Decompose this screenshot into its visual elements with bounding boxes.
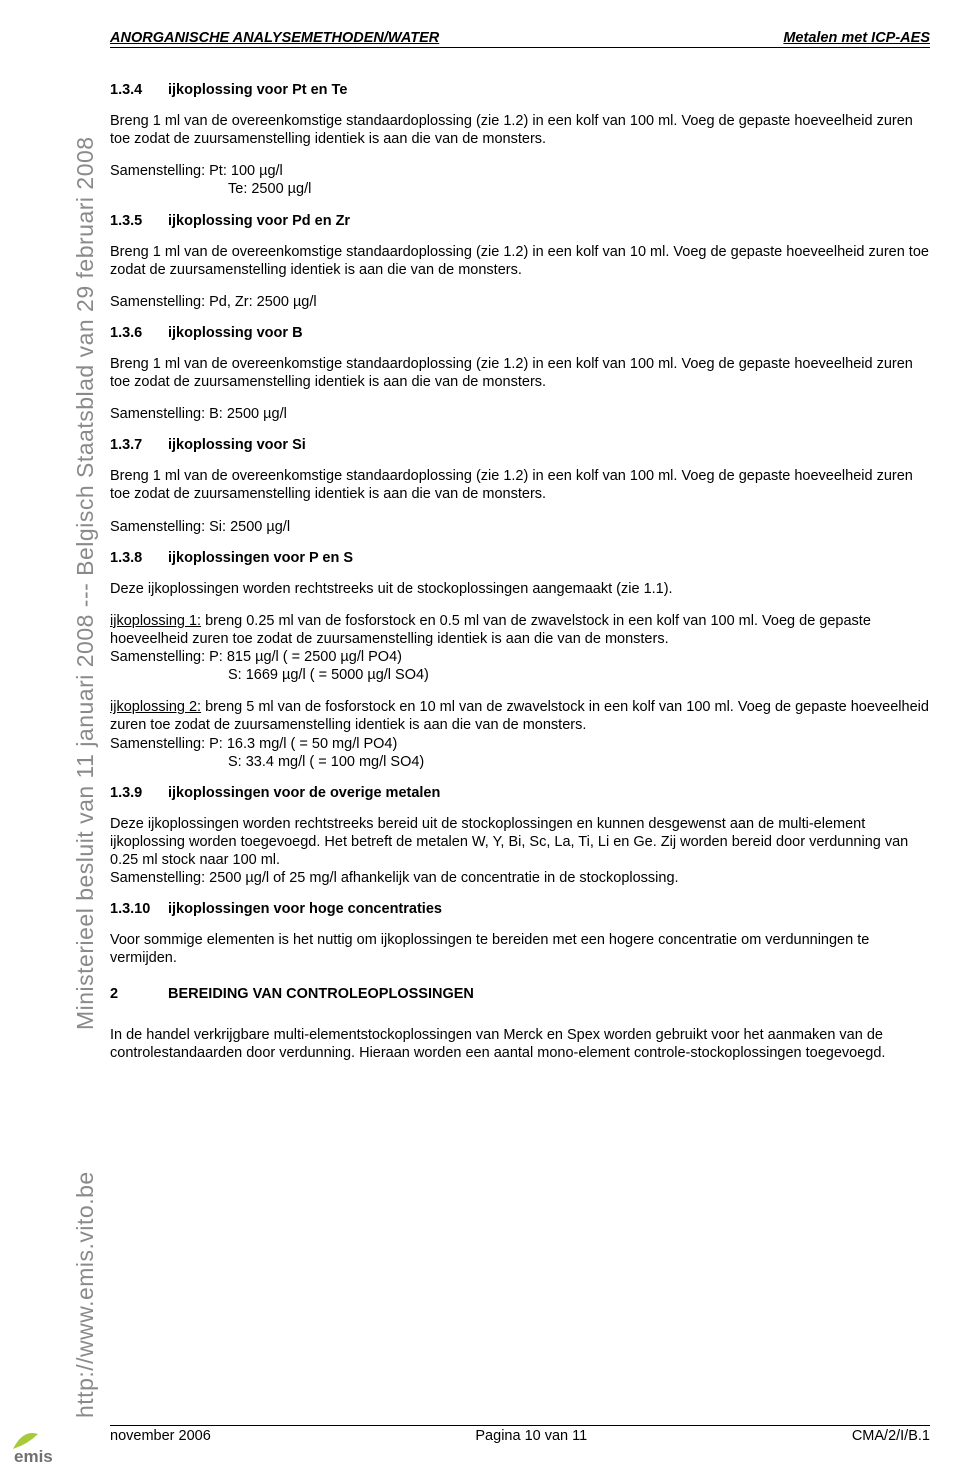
heading-num: 1.3.7 [110, 437, 168, 453]
paragraph: S: 33.4 mg/l ( = 100 mg/l SO4) [110, 753, 930, 771]
svg-text:emis: emis [14, 1447, 53, 1464]
paragraph: Breng 1 ml van de overeenkomstige standa… [110, 467, 930, 503]
heading-1-3-10: 1.3.10ijkoplossingen voor hoge concentra… [110, 901, 930, 917]
heading-num: 1.3.9 [110, 785, 168, 801]
sidebar-decree-text: Ministerieel besluit van 11 januari 2008… [72, 136, 99, 1030]
paragraph: In de handel verkrijgbare multi-elements… [110, 1026, 930, 1062]
footer-center: Pagina 10 van 11 [475, 1428, 587, 1444]
paragraph: Breng 1 ml van de overeenkomstige standa… [110, 112, 930, 148]
sidebar-url: http://www.emis.vito.be [72, 1171, 99, 1418]
heading-num: 1.3.5 [110, 213, 168, 229]
paragraph: Deze ijkoplossingen worden rechtstreeks … [110, 815, 930, 869]
paragraph: Samenstelling: 2500 µg/l of 25 mg/l afha… [110, 869, 930, 887]
paragraph-text: breng 5 ml van de fosforstock en 10 ml v… [110, 699, 929, 733]
header-rule [110, 47, 930, 48]
emis-logo: emis [8, 1424, 78, 1464]
underlined-label: ijkoplossing 1: [110, 613, 201, 629]
heading-title: ijkoplossingen voor de overige metalen [168, 785, 440, 801]
section-1-3-8: 1.3.8ijkoplossingen voor P en S Deze ijk… [110, 550, 930, 771]
page-footer: november 2006 Pagina 10 van 11 CMA/2/I/B… [110, 1425, 930, 1444]
paragraph: Samenstelling: B: 2500 µg/l [110, 405, 930, 423]
heading-1-3-9: 1.3.9ijkoplossingen voor de overige meta… [110, 785, 930, 801]
page: Ministerieel besluit van 11 januari 2008… [0, 0, 960, 1472]
section-1-3-6: 1.3.6ijkoplossing voor B Breng 1 ml van … [110, 325, 930, 423]
paragraph-text: breng 0.25 ml van de fosforstock en 0.5 … [110, 613, 871, 647]
paragraph: S: 1669 µg/l ( = 5000 µg/l SO4) [110, 666, 930, 684]
content-area: ANORGANISCHE ANALYSEMETHODEN/WATER Metal… [110, 30, 930, 1076]
section-1-3-10: 1.3.10ijkoplossingen voor hoge concentra… [110, 901, 930, 967]
underlined-label: ijkoplossing 2: [110, 699, 201, 715]
paragraph: Samenstelling: Si: 2500 µg/l [110, 518, 930, 536]
heading-title: BEREIDING VAN CONTROLEOPLOSSINGEN [168, 986, 474, 1002]
heading-title: ijkoplossingen voor hoge concentraties [168, 901, 442, 917]
heading-1-3-8: 1.3.8ijkoplossingen voor P en S [110, 550, 930, 566]
header-left: ANORGANISCHE ANALYSEMETHODEN/WATER [110, 30, 439, 46]
paragraph: ijkoplossing 2: breng 5 ml van de fosfor… [110, 698, 930, 734]
paragraph: ijkoplossing 1: breng 0.25 ml van de fos… [110, 612, 930, 648]
heading-num: 1.3.4 [110, 82, 168, 98]
heading-title: ijkoplossing voor Si [168, 437, 306, 453]
heading-title: ijkoplossing voor Pd en Zr [168, 213, 350, 229]
section-1-3-4: 1.3.4ijkoplossing voor Pt en Te Breng 1 … [110, 82, 930, 199]
paragraph: Deze ijkoplossingen worden rechtstreeks … [110, 580, 930, 598]
heading-title: ijkoplossingen voor P en S [168, 550, 353, 566]
header-right: Metalen met ICP-AES [783, 30, 930, 46]
sidebar: Ministerieel besluit van 11 januari 2008… [0, 0, 90, 1472]
heading-num: 1.3.6 [110, 325, 168, 341]
section-1-3-7: 1.3.7ijkoplossing voor Si Breng 1 ml van… [110, 437, 930, 535]
section-1-3-5: 1.3.5ijkoplossing voor Pd en Zr Breng 1 … [110, 213, 930, 311]
paragraph: Breng 1 ml van de overeenkomstige standa… [110, 243, 930, 279]
footer-right: CMA/2/I/B.1 [852, 1428, 930, 1444]
paragraph: Te: 2500 µg/l [110, 180, 930, 198]
footer-left: november 2006 [110, 1428, 211, 1444]
heading-1-3-6: 1.3.6ijkoplossing voor B [110, 325, 930, 341]
paragraph: Samenstelling: Pd, Zr: 2500 µg/l [110, 293, 930, 311]
paragraph: Breng 1 ml van de overeenkomstige standa… [110, 355, 930, 391]
heading-num: 1.3.8 [110, 550, 168, 566]
heading-1-3-4: 1.3.4ijkoplossing voor Pt en Te [110, 82, 930, 98]
heading-num: 1.3.10 [110, 901, 168, 917]
paragraph: Samenstelling: Pt: 100 µg/l [110, 162, 930, 180]
heading-1-3-5: 1.3.5ijkoplossing voor Pd en Zr [110, 213, 930, 229]
paragraph: Voor sommige elementen is het nuttig om … [110, 931, 930, 967]
paragraph: Samenstelling: P: 815 µg/l ( = 2500 µg/l… [110, 648, 930, 666]
heading-1-3-7: 1.3.7ijkoplossing voor Si [110, 437, 930, 453]
page-header: ANORGANISCHE ANALYSEMETHODEN/WATER Metal… [110, 30, 930, 46]
heading-2: 2BEREIDING VAN CONTROLEOPLOSSINGEN [110, 986, 930, 1002]
heading-title: ijkoplossing voor Pt en Te [168, 82, 347, 98]
heading-num: 2 [110, 986, 168, 1002]
footer-rule [110, 1425, 930, 1426]
paragraph: Samenstelling: P: 16.3 mg/l ( = 50 mg/l … [110, 735, 930, 753]
section-1-3-9: 1.3.9ijkoplossingen voor de overige meta… [110, 785, 930, 888]
heading-title: ijkoplossing voor B [168, 325, 303, 341]
footer-row: november 2006 Pagina 10 van 11 CMA/2/I/B… [110, 1428, 930, 1444]
